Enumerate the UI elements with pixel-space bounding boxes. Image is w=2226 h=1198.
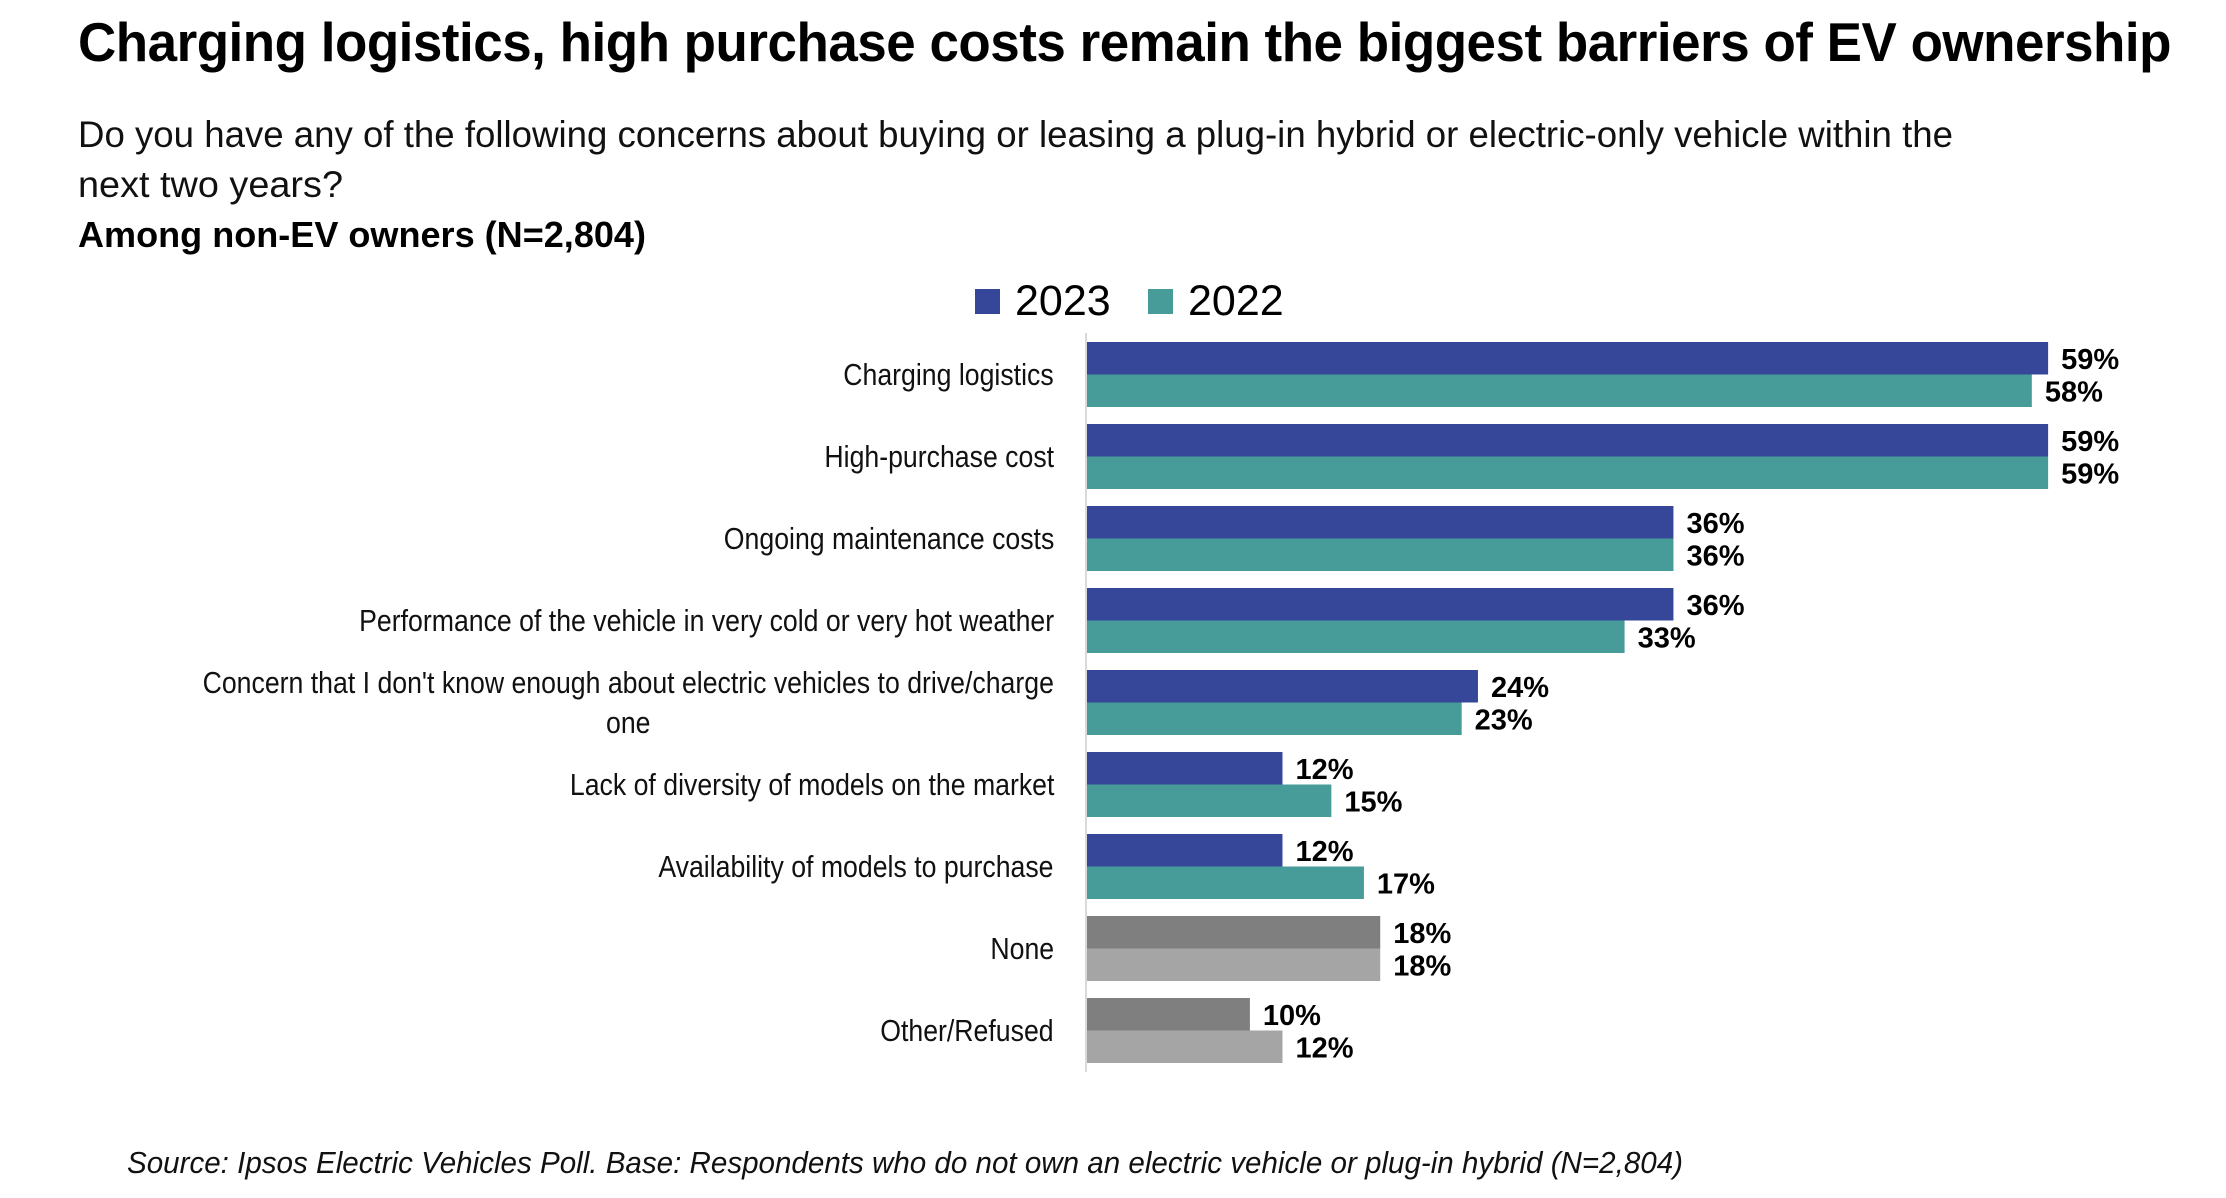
value-label-none-2023: 18% [1393, 918, 1451, 950]
value-label-charging-logistics-2022: 58% [2045, 376, 2103, 408]
value-label-lack-of-diversity-of-models-on-the-market-2022: 15% [1344, 786, 1402, 818]
bar-concern-that-i-don-t-know-enough-about-electric-vehicles-to-drive-charge-one-2023 [1087, 670, 1478, 703]
legend-item-2022: 2022 [1148, 276, 1284, 326]
bar-ongoing-maintenance-costs-2022 [1087, 538, 1674, 571]
bar-none-2022 [1087, 948, 1381, 981]
value-label-performance-of-the-vehicle-in-very-cold-or-very-hot-weather-2022: 33% [1638, 622, 1696, 654]
value-label-concern-that-i-don-t-know-enough-about-electric-vehicles-to-drive-charge-one-2022: 23% [1475, 704, 1533, 736]
bar-none-2023 [1087, 916, 1381, 949]
category-label-other-refused: Other/Refused [881, 1011, 1054, 1051]
value-label-availability-of-models-to-purchase-2022: 17% [1377, 868, 1435, 900]
bar-high-purchase-cost-2023 [1087, 424, 2049, 457]
bar-performance-of-the-vehicle-in-very-cold-or-very-hot-weather-2023 [1087, 588, 1674, 621]
bars-group [1087, 342, 2049, 1063]
source-footnote-text: Source: Ipsos Electric Vehicles Poll. Ba… [127, 1145, 1683, 1180]
bar-lack-of-diversity-of-models-on-the-market-2023 [1087, 752, 1283, 785]
legend-label-2023: 2023 [1015, 277, 1111, 325]
value-label-other-refused-2023: 10% [1263, 1000, 1321, 1032]
chart-title: Charging logistics, high purchase costs … [78, 10, 2226, 74]
category-label-performance-of-the-vehicle-in-very-cold-or-very-hot-weather: Performance of the vehicle in very cold … [359, 601, 1054, 641]
category-label-line: Performance of the vehicle in very cold … [359, 602, 1054, 638]
category-label-line: Lack of diversity of models on the marke… [569, 766, 1054, 802]
sample-base-text: Among non-EV owners (N=2,804) [78, 214, 647, 255]
bar-availability-of-models-to-purchase-2023 [1087, 834, 1283, 867]
survey-question-line-2: next two years? [78, 163, 343, 207]
bar-performance-of-the-vehicle-in-very-cold-or-very-hot-weather-2022 [1087, 620, 1625, 653]
legend-swatch-2023 [975, 288, 1000, 314]
value-label-ongoing-maintenance-costs-2022: 36% [1686, 540, 1744, 572]
category-label-line: None [990, 930, 1054, 966]
value-label-concern-that-i-don-t-know-enough-about-electric-vehicles-to-drive-charge-one-2023: 24% [1491, 672, 1549, 704]
bar-availability-of-models-to-purchase-2022 [1087, 866, 1364, 899]
bar-other-refused-2023 [1087, 998, 1250, 1031]
legend-label-2022: 2022 [1188, 277, 1284, 325]
value-label-high-purchase-cost-2022: 59% [2061, 458, 2119, 490]
value-label-none-2022: 18% [1393, 950, 1451, 982]
category-label-line: Other/Refused [880, 1012, 1054, 1048]
category-label-high-purchase-cost: High-purchase cost [824, 437, 1054, 477]
category-label-line: Availability of models to purchase [658, 848, 1054, 884]
bar-other-refused-2022 [1087, 1030, 1283, 1063]
category-label-line: one [606, 704, 651, 740]
value-label-other-refused-2022: 12% [1295, 1032, 1353, 1064]
bar-lack-of-diversity-of-models-on-the-market-2022 [1087, 784, 1332, 817]
value-label-charging-logistics-2023: 59% [2061, 344, 2119, 376]
value-label-availability-of-models-to-purchase-2023: 12% [1295, 836, 1353, 868]
category-label-line: Charging logistics [843, 356, 1054, 392]
bar-charging-logistics-2022 [1087, 374, 2032, 407]
category-label-lack-of-diversity-of-models-on-the-market: Lack of diversity of models on the marke… [569, 765, 1054, 805]
value-label-performance-of-the-vehicle-in-very-cold-or-very-hot-weather-2023: 36% [1686, 590, 1744, 622]
category-label-charging-logistics: Charging logistics [844, 355, 1054, 395]
chart-title-text: Charging logistics, high purchase costs … [78, 11, 2171, 73]
category-label-none: None [990, 929, 1054, 969]
bar-concern-that-i-don-t-know-enough-about-electric-vehicles-to-drive-charge-one-2022 [1087, 702, 1462, 735]
value-label-high-purchase-cost-2023: 59% [2061, 426, 2119, 458]
legend-swatch-2022 [1148, 288, 1173, 314]
category-label-line: Ongoing maintenance costs [723, 520, 1054, 556]
category-label-ongoing-maintenance-costs: Ongoing maintenance costs [724, 519, 1054, 559]
survey-question-text-1: Do you have any of the following concern… [78, 114, 1953, 155]
bar-high-purchase-cost-2022 [1087, 456, 2049, 489]
sample-base-label: Among non-EV owners (N=2,804) [78, 213, 647, 257]
category-label-availability-of-models-to-purchase: Availability of models to purchase [659, 847, 1054, 887]
bar-charging-logistics-2023 [1087, 342, 2049, 375]
value-label-lack-of-diversity-of-models-on-the-market-2023: 12% [1295, 754, 1353, 786]
category-label-line: Concern that I don't know enough about e… [202, 664, 1054, 700]
survey-question-line-1: Do you have any of the following concern… [78, 113, 1972, 157]
survey-question-text-2: next two years? [78, 164, 343, 205]
source-footnote: Source: Ipsos Electric Vehicles Poll. Ba… [127, 1143, 1759, 1183]
bar-ongoing-maintenance-costs-2023 [1087, 506, 1674, 539]
legend-item-2023: 2023 [975, 276, 1111, 326]
category-label-line: High-purchase cost [824, 438, 1054, 474]
value-label-ongoing-maintenance-costs-2023: 36% [1686, 508, 1744, 540]
category-label-concern-that-i-don-t-know-enough-about-electric-vehicles-to-drive-charge-one: Concern that I don't know enough about e… [203, 663, 1054, 743]
value-labels-group: 59%58%59%59%36%36%36%33%24%23%12%15%12%1… [1263, 344, 2119, 1065]
